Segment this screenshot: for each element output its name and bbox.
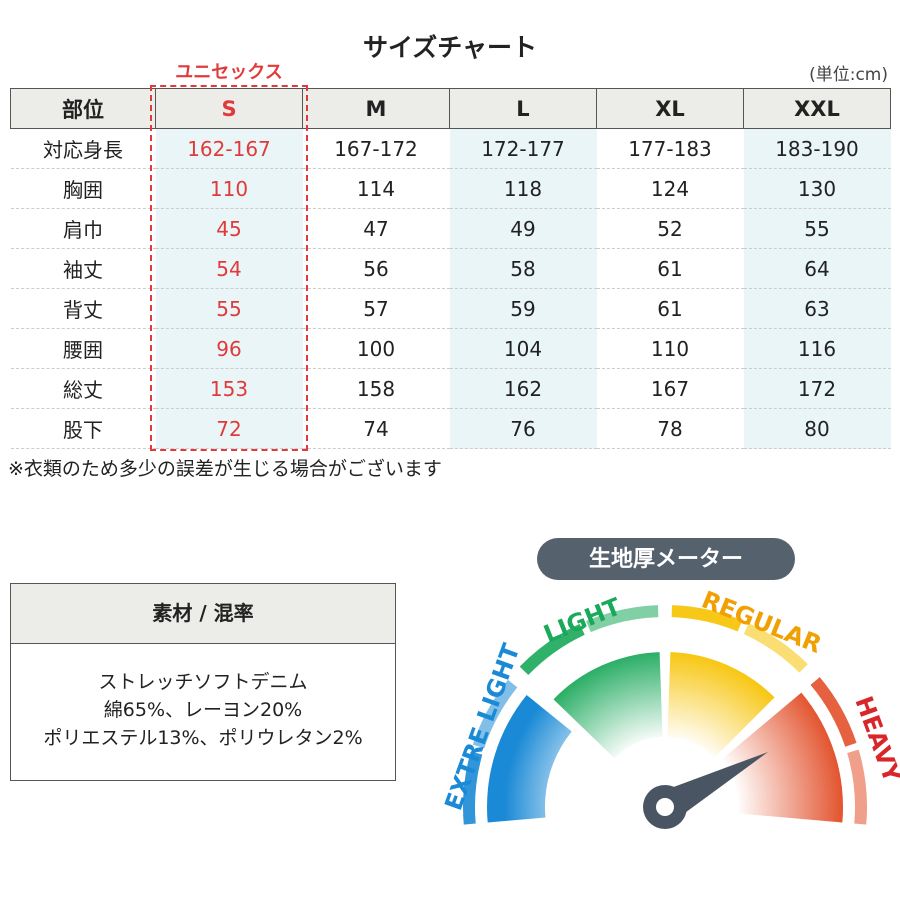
cell: 背丈: [10, 288, 156, 329]
gauge-ring: [847, 749, 867, 825]
cell: 55: [743, 208, 891, 249]
cell: 110: [155, 168, 303, 209]
cell: 肩巾: [10, 208, 156, 249]
needle-hole: [656, 798, 674, 816]
material-line: 綿65%、レーヨン20%: [103, 699, 303, 721]
material-line: ストレッチソフトデニム: [98, 671, 308, 693]
cell: 対応身長: [10, 128, 156, 169]
cell: 58: [449, 248, 597, 289]
cell: 183-190: [743, 128, 891, 169]
cell: 153: [155, 368, 303, 409]
gauge-ring: [472, 679, 518, 749]
gauge-ring: [463, 751, 483, 825]
unisex-label: ユニセックス: [175, 62, 283, 83]
cell: 総丈: [10, 368, 156, 409]
cell: 61: [596, 248, 744, 289]
cell: 47: [302, 208, 450, 249]
cell: 56: [302, 248, 450, 289]
meter: 生地厚メーター EXTRE LIGHT LIGHT REGULAR HEAVY: [439, 538, 900, 829]
cell: 80: [743, 408, 891, 449]
cell: 100: [302, 328, 450, 369]
cell: 116: [743, 328, 891, 369]
cell: 104: [449, 328, 597, 369]
cell: 172: [743, 368, 891, 409]
header-cell: M: [302, 88, 450, 129]
cell: 76: [449, 408, 597, 449]
gauge-wedge: [487, 694, 572, 823]
cell: 167: [596, 368, 744, 409]
header-cell: XL: [596, 88, 744, 129]
gauge-ring: [586, 605, 659, 633]
size-table: 部位 S M L XL XXL 対応身長 162-167 167-172 172-177 177-1…: [10, 88, 891, 449]
meter-label: LIGHT: [540, 592, 626, 648]
header-cell: 部位: [10, 88, 156, 129]
cell: 61: [596, 288, 744, 329]
cell: 162-167: [155, 128, 303, 169]
cell: 45: [155, 208, 303, 249]
meter-title-bg: [537, 538, 795, 580]
header-cell: L: [449, 88, 597, 129]
cell: 袖丈: [10, 248, 156, 289]
header-cell: S: [155, 88, 303, 129]
material-line: ポリエステル13%、ポリウレタン2%: [43, 727, 363, 749]
material-title: 素材 / 混率: [11, 584, 395, 644]
note: ※衣類のため多少の誤差が生じる場合がございます: [8, 458, 442, 480]
header-row: 部位 S M L XL XXL: [10, 88, 891, 129]
gauge-ring: [743, 623, 808, 673]
header-cell: XXL: [743, 88, 891, 129]
row: 肩巾 45 47 49 52 55: [10, 208, 891, 249]
gauge-wedge: [718, 692, 843, 823]
cell: 股下: [10, 408, 156, 449]
row: 総丈 153 158 162 167 172: [10, 368, 891, 409]
row: 腰囲 96 100 104 110 116: [10, 328, 891, 369]
row: 対応身長 162-167 167-172 172-177 177-183 183-190: [10, 128, 891, 169]
row: 背丈 55 57 59 61 63: [10, 288, 891, 329]
unit: (単位:cm): [809, 65, 888, 85]
cell: 114: [302, 168, 450, 209]
cell: 162: [449, 368, 597, 409]
cell: 96: [155, 328, 303, 369]
cell: 54: [155, 248, 303, 289]
cell: 172-177: [449, 128, 597, 169]
gauge-wedge: [553, 652, 663, 759]
cell: 72: [155, 408, 303, 449]
material-lines: ストレッチソフトデニム 綿65%、レーヨン20% ポリエステル13%、ポリウレタン2…: [11, 644, 395, 752]
gauge-ring: [810, 677, 857, 747]
cell: 49: [449, 208, 597, 249]
row: 股下 72 74 76 78 80: [10, 408, 891, 449]
cell: 177-183: [596, 128, 744, 169]
cell: 74: [302, 408, 450, 449]
cell: 130: [743, 168, 891, 209]
cell: 64: [743, 248, 891, 289]
gauge-ring: [519, 623, 585, 676]
meter-title: 生地厚メーター: [589, 547, 743, 572]
cell: 118: [449, 168, 597, 209]
material-box: 素材 / 混率 ストレッチソフトデニム 綿65%、レーヨン20% ポリエステル13%…: [10, 583, 396, 781]
cell: 78: [596, 408, 744, 449]
cell: 167-172: [302, 128, 450, 169]
cell: 124: [596, 168, 744, 209]
row: 袖丈 54 56 58 61 64: [10, 248, 891, 289]
gauge-wedge: [667, 652, 775, 758]
cell: 55: [155, 288, 303, 329]
cell: 158: [302, 368, 450, 409]
cell: 胸囲: [10, 168, 156, 209]
highlight-box: [150, 85, 308, 451]
cell: 59: [449, 288, 597, 329]
cell: 110: [596, 328, 744, 369]
title: サイズチャート: [362, 33, 537, 62]
cell: 腰囲: [10, 328, 156, 369]
cell: 63: [743, 288, 891, 329]
row: 胸囲 110 114 118 124 130: [10, 168, 891, 209]
cell: 57: [302, 288, 450, 329]
cell: 52: [596, 208, 744, 249]
gauge-ring: [671, 605, 743, 632]
